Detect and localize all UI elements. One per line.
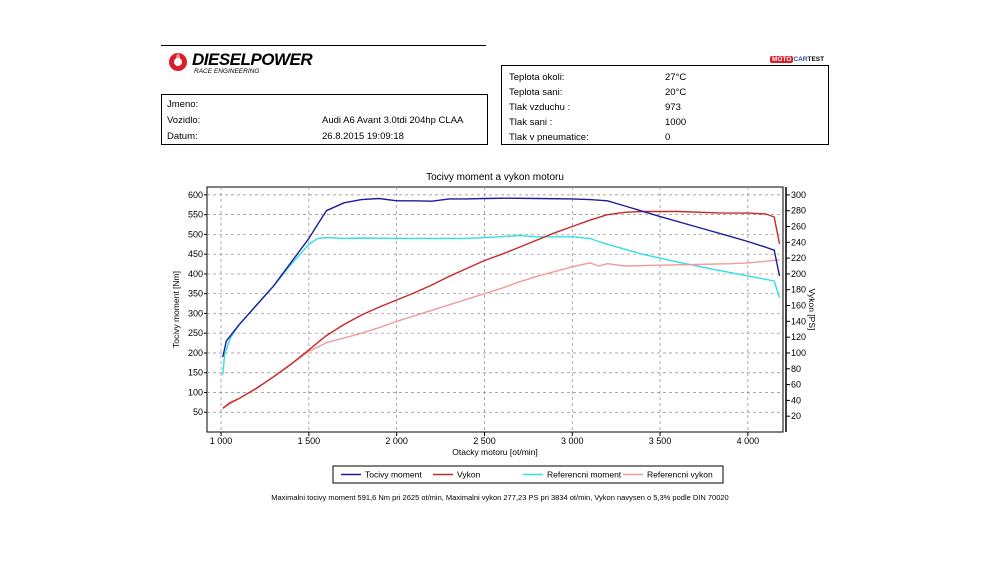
y-right-tick-label: 200 — [791, 269, 806, 279]
y-right-tick-label: 40 — [791, 395, 801, 405]
y-right-tick-label: 300 — [791, 190, 806, 200]
y-right-tick-label: 160 — [791, 301, 806, 311]
turbo-icon — [169, 53, 187, 71]
tlak-vzduchu-label: Tlak vzduchu : — [509, 102, 571, 113]
legend-label: Tocivy moment — [365, 470, 422, 480]
summary-footnote: Maximalni tocivy moment 591,6 Nm pri 262… — [271, 493, 729, 502]
teplota-sani-label: Teplota sani: — [509, 87, 563, 98]
y-right-tick-label: 220 — [791, 253, 806, 263]
y-left-tick-label: 450 — [188, 249, 203, 259]
y-right-tick-label: 260 — [791, 222, 806, 232]
y-left-tick-label: 500 — [188, 229, 203, 239]
dieselpower-logo: DIESELPOWER RACE ENGINEERING — [168, 50, 318, 80]
x-axis-label: Otacky motoru [ot/min] — [452, 447, 538, 457]
vozidlo-value: Audi A6 Avant 3.0tdi 204hp CLAA — [322, 115, 464, 126]
series-line-tocivy-moment — [222, 197, 781, 358]
y-left-tick-label: 250 — [188, 328, 203, 338]
y-left-tick-label: 50 — [193, 407, 203, 417]
y-right-tick-label: 240 — [791, 237, 806, 247]
y-right-tick-label: 120 — [791, 332, 806, 342]
logo-name: DIESELPOWER — [192, 50, 313, 69]
jmeno-label: Jmeno: — [167, 99, 199, 110]
y-left-tick-label: 550 — [188, 210, 203, 220]
y-left-tick-label: 300 — [188, 308, 203, 318]
y-right-tick-label: 80 — [791, 364, 801, 374]
y-left-tick-label: 600 — [188, 190, 203, 200]
series-line-referencni-vykon — [222, 259, 780, 409]
x-tick-label: 1 500 — [298, 436, 321, 446]
teplota-okoli-value: 27°C — [665, 72, 687, 83]
y-right-tick-label: 60 — [791, 380, 801, 390]
x-tick-label: 1 000 — [210, 436, 233, 446]
y-right-tick-label: 100 — [791, 348, 806, 358]
y-right-tick-label: 140 — [791, 316, 806, 326]
x-tick-label: 4 000 — [737, 436, 760, 446]
datum-label: Datum: — [167, 131, 198, 142]
tlak-pneu-label: Tlak v pneumatice: — [509, 132, 589, 143]
x-tick-label: 2 500 — [473, 436, 496, 446]
legend-label: Referencni moment — [547, 470, 622, 480]
series-line-vykon — [222, 210, 781, 409]
tlak-pneu-value: 0 — [665, 132, 671, 143]
teplota-okoli-label: Teplota okoli: — [509, 72, 565, 83]
legend-label: Vykon — [457, 470, 481, 480]
tlak-vzduchu-value: 973 — [665, 102, 681, 113]
y-right-tick-label: 280 — [791, 206, 806, 216]
vozidlo-label: Vozidlo: — [167, 115, 201, 126]
conditions-box: Teplota okoli: 27°C Teplota sani: 20°C T… — [501, 65, 829, 145]
datum-value: 26.8.2015 19:09:18 — [322, 131, 404, 142]
teplota-sani-value: 20°C — [665, 87, 687, 98]
y-left-tick-label: 100 — [188, 387, 203, 397]
tlak-sani-value: 1000 — [665, 117, 687, 128]
motocartest-logo: MOTO CARTEST — [770, 56, 825, 63]
y-left-tick-label: 350 — [188, 289, 203, 299]
chart-title: Tocivy moment a vykon motoru — [426, 172, 564, 183]
tlak-sani-label: Tlak sani : — [509, 117, 553, 128]
legend-label: Referencni vykon — [647, 470, 713, 480]
y-left-tick-label: 150 — [188, 368, 203, 378]
y-left-tick-label: 400 — [188, 269, 203, 279]
y-right-tick-label: 180 — [791, 285, 806, 295]
vehicle-info-box: Jmeno: Vozidlo: Audi A6 Avant 3.0tdi 204… — [161, 94, 488, 145]
y-left-axis-label: Tocivy moment [Nm] — [171, 271, 181, 348]
x-tick-label: 2 000 — [385, 436, 408, 446]
plot-frame — [206, 186, 784, 433]
x-tick-label: 3 500 — [649, 436, 672, 446]
header-rule — [161, 45, 486, 46]
y-right-tick-label: 20 — [791, 411, 801, 421]
y-right-axis-label: Vykon [PS] — [807, 289, 817, 331]
y-left-tick-label: 200 — [188, 348, 203, 358]
logo-subtitle: RACE ENGINEERING — [194, 68, 260, 75]
x-tick-label: 3 000 — [561, 436, 584, 446]
